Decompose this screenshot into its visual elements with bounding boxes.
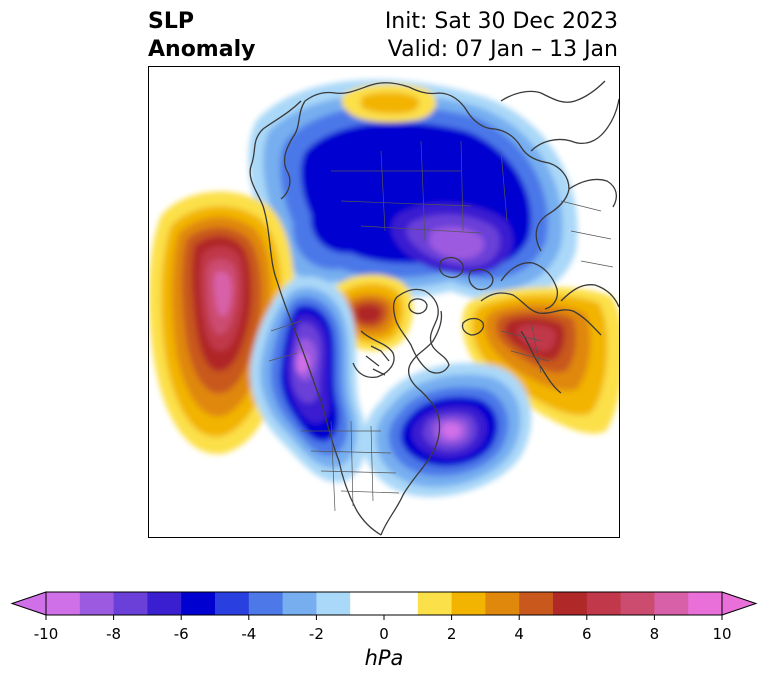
valid-dates: Valid: 07 Jan – 13 Jan (387, 37, 618, 62)
colorbar-swatch (79, 592, 115, 615)
colorbar-swatch (519, 592, 554, 615)
colorbar-tick-label: -2 (309, 625, 324, 643)
colorbar-swatch (553, 592, 588, 615)
colorbar-tick-label: -8 (106, 625, 121, 643)
colorbar-swatch (384, 592, 419, 615)
colorbar-swatch (248, 592, 284, 615)
colorbar-swatch (181, 592, 216, 615)
colorbar-swatch (620, 592, 655, 615)
colorbar-tick-label: -10 (34, 625, 59, 643)
colorbar-tick-label: -6 (174, 625, 189, 643)
colorbar-swatch (147, 592, 182, 615)
colorbar-ticks: -10 -8 -6 -4 -2 0 2 4 6 8 10 (34, 615, 732, 643)
colorbar-swatch (113, 592, 148, 615)
colorbar-swatch (451, 592, 486, 615)
map-title-line1: SLP (148, 9, 194, 34)
colorbar-swatch (215, 592, 250, 615)
colorbar: -10 -8 -6 -4 -2 0 2 4 6 8 10 (10, 591, 758, 643)
colorbar-tick-label: 4 (514, 625, 524, 643)
colorbar-tick-label: 0 (379, 625, 389, 643)
anomaly-map-svg (149, 67, 619, 537)
anomaly-field (149, 79, 619, 497)
barents-kara-high (341, 84, 437, 123)
colorbar-swatch (282, 592, 317, 615)
colorbar-swatch (654, 592, 689, 615)
colorbar-tick-label: 8 (650, 625, 660, 643)
colorbar-extend-high (721, 591, 758, 616)
colorbar-swatch (688, 592, 723, 615)
colorbar-swatch (46, 592, 81, 615)
colorbar-swatch (485, 592, 520, 615)
colorbar-tick-label: 2 (447, 625, 457, 643)
north-atlantic-low (362, 362, 532, 497)
siberia-arctic-low (248, 79, 578, 301)
colorbar-swatch (586, 592, 622, 615)
colorbar-tick-label: 10 (712, 625, 731, 643)
anomaly-map (148, 66, 620, 538)
map-title-line2: Anomaly (148, 37, 256, 62)
colorbar-swatch (417, 592, 453, 615)
colorbar-tick-label: -4 (241, 625, 256, 643)
colorbar-tick-label: 6 (582, 625, 592, 643)
coastlines (249, 80, 619, 536)
init-date: Init: Sat 30 Dec 2023 (384, 9, 618, 34)
colorbar-extend-low (10, 591, 47, 616)
forecast-dates: Init: Sat 30 Dec 2023 Valid: 07 Jan – 13… (385, 8, 618, 64)
western-europe-high (462, 286, 619, 434)
map-title: SLP Anomaly (148, 8, 255, 64)
colorbar-segments (10, 591, 758, 616)
colorbar-swatch (316, 592, 351, 615)
colorbar-unit-label: hPa (364, 646, 404, 670)
colorbar-swatch (350, 592, 385, 615)
